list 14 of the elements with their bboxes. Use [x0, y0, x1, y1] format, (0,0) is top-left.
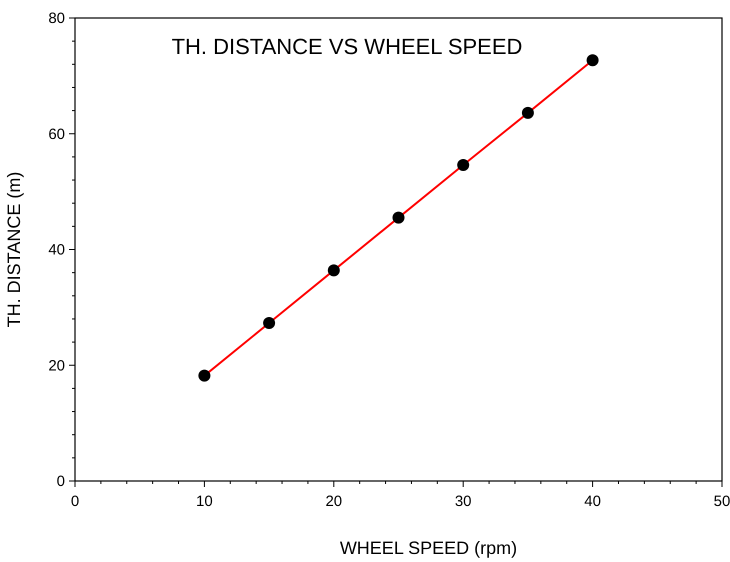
x-tick-label: 40: [584, 493, 601, 510]
x-tick-label: 10: [196, 493, 213, 510]
x-tick-label: 50: [714, 493, 730, 510]
text: TH. DISTANCE VS WHEEL SPEED: [172, 34, 522, 59]
y-tick-label: 60: [48, 126, 65, 143]
y-tick-label: 0: [56, 473, 65, 490]
y-tick-label: 40: [48, 242, 65, 258]
x-tick-label: 30: [454, 493, 472, 510]
x-tick-label: 0: [70, 493, 80, 510]
y-tick-label: 20: [48, 357, 65, 374]
x-axis-title: WHEEL SPEED (rpm): [340, 538, 518, 558]
y-axis-title: TH. DISTANCE (m): [4, 172, 24, 328]
y-tick-label: 80: [48, 10, 65, 27]
x-tick-label: 20: [325, 493, 342, 510]
